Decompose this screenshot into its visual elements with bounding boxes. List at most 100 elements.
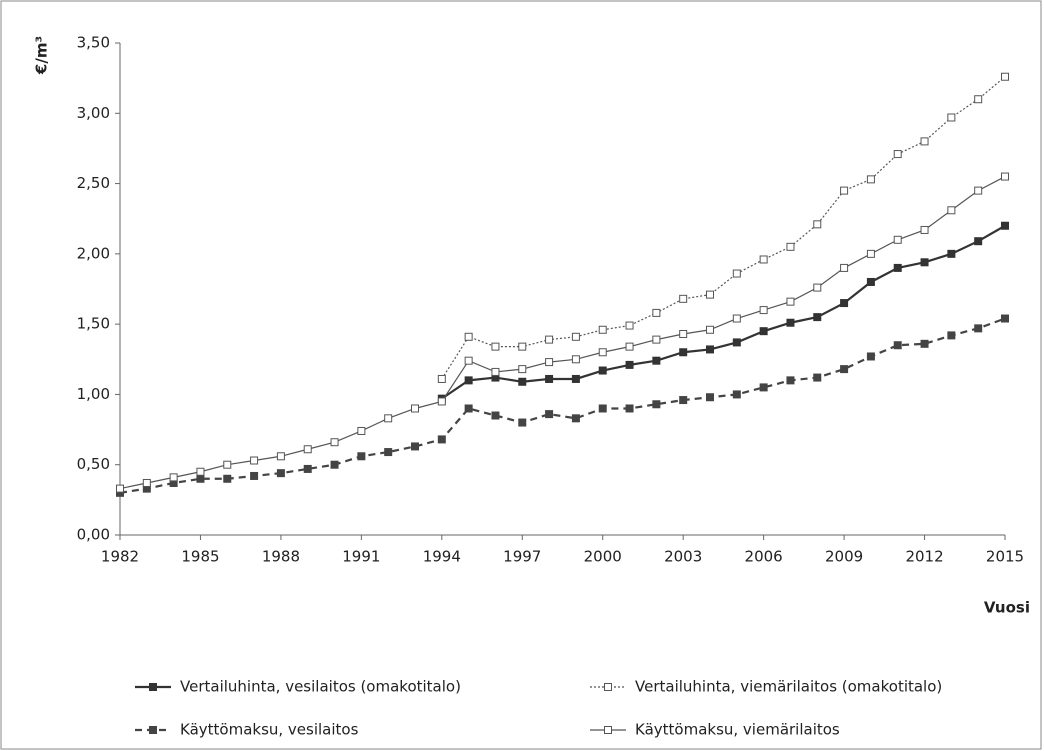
data-point <box>303 445 312 454</box>
legend-marker <box>604 726 612 734</box>
data-point <box>679 348 688 357</box>
data-point <box>276 469 285 478</box>
data-point <box>464 404 473 413</box>
data-point <box>598 348 607 357</box>
y-tick-label: 3,50 <box>77 34 110 52</box>
data-point <box>411 404 419 413</box>
data-point <box>652 400 661 409</box>
data-point <box>920 339 929 348</box>
data-point <box>491 367 500 376</box>
series-line <box>119 317 1006 494</box>
data-point <box>384 414 393 423</box>
data-point <box>813 313 822 322</box>
legend-label: Vertailuhinta, viemärilaitos (omakotital… <box>635 678 942 696</box>
y-tick-label: 1,00 <box>77 385 110 403</box>
series-line <box>119 176 1006 490</box>
y-tick-label: 2,50 <box>77 174 110 192</box>
data-point <box>974 95 983 104</box>
data-point <box>625 321 634 330</box>
data-point <box>223 460 232 469</box>
data-point <box>893 150 902 159</box>
y-tick-label: 3,00 <box>77 104 110 122</box>
x-tick-label: 2006 <box>745 548 783 566</box>
data-point <box>759 383 768 392</box>
data-point <box>545 374 554 383</box>
x-axis-label: Vuosi <box>984 599 1030 617</box>
data-point <box>464 356 473 365</box>
data-point <box>840 365 849 374</box>
data-point <box>974 186 983 195</box>
data-point <box>464 376 473 385</box>
x-tick-label: 2000 <box>584 548 622 566</box>
data-point <box>866 277 875 286</box>
data-point <box>732 269 741 278</box>
data-point <box>679 396 688 405</box>
data-point <box>571 374 580 383</box>
legend-marker <box>149 683 157 691</box>
data-point <box>384 448 393 457</box>
data-point <box>947 331 956 340</box>
data-point <box>598 366 607 375</box>
data-point <box>759 306 768 315</box>
data-point <box>518 365 527 374</box>
data-point <box>545 410 554 419</box>
data-point <box>974 324 983 333</box>
data-point <box>893 263 902 272</box>
data-point <box>652 356 661 365</box>
data-point <box>786 242 795 251</box>
data-point <box>116 484 124 493</box>
data-point <box>893 341 902 350</box>
data-point <box>706 345 714 354</box>
data-point <box>625 404 634 413</box>
y-axis-label: €/m³ <box>33 36 51 75</box>
x-tick-label: 1985 <box>181 548 219 566</box>
legend-marker <box>604 683 612 691</box>
data-point <box>920 258 929 267</box>
legend-label: Vertailuhinta, vesilaitos (omakotitalo) <box>180 678 461 696</box>
x-tick-label: 1994 <box>423 548 461 566</box>
data-point <box>411 442 419 451</box>
legend-label: Käyttömaksu, vesilaitos <box>180 721 359 739</box>
data-point <box>706 393 714 402</box>
data-point <box>545 335 554 344</box>
data-point <box>250 471 259 480</box>
data-point <box>679 294 688 303</box>
data-point <box>491 342 500 351</box>
data-point <box>840 263 849 272</box>
data-point <box>357 426 366 435</box>
data-point <box>437 374 446 383</box>
data-point <box>303 464 312 473</box>
data-point <box>250 456 259 465</box>
x-tick-label: 2012 <box>905 548 943 566</box>
data-point <box>437 435 446 444</box>
x-tick-label: 1991 <box>342 548 380 566</box>
data-point <box>1001 221 1009 230</box>
data-point <box>732 390 741 399</box>
data-point <box>866 249 875 258</box>
x-tick-label: 2003 <box>664 548 702 566</box>
data-point <box>893 235 902 244</box>
data-point <box>491 411 500 420</box>
y-tick-label: 0,50 <box>77 455 110 473</box>
data-point <box>840 299 849 308</box>
data-point <box>518 342 527 351</box>
data-point <box>866 352 875 361</box>
data-point <box>571 414 580 423</box>
data-point <box>571 355 580 364</box>
data-point <box>866 175 875 184</box>
data-point <box>732 314 741 323</box>
series-line <box>441 76 1006 380</box>
x-tick-label: 2009 <box>825 548 863 566</box>
x-tick-label: 1982 <box>101 548 139 566</box>
data-point <box>223 474 232 483</box>
data-point <box>196 474 205 483</box>
data-point <box>1001 314 1009 323</box>
data-point <box>652 308 661 317</box>
data-point <box>920 137 929 146</box>
data-point <box>786 297 795 306</box>
data-point <box>679 329 688 338</box>
data-point <box>732 338 741 347</box>
data-point <box>142 478 151 487</box>
